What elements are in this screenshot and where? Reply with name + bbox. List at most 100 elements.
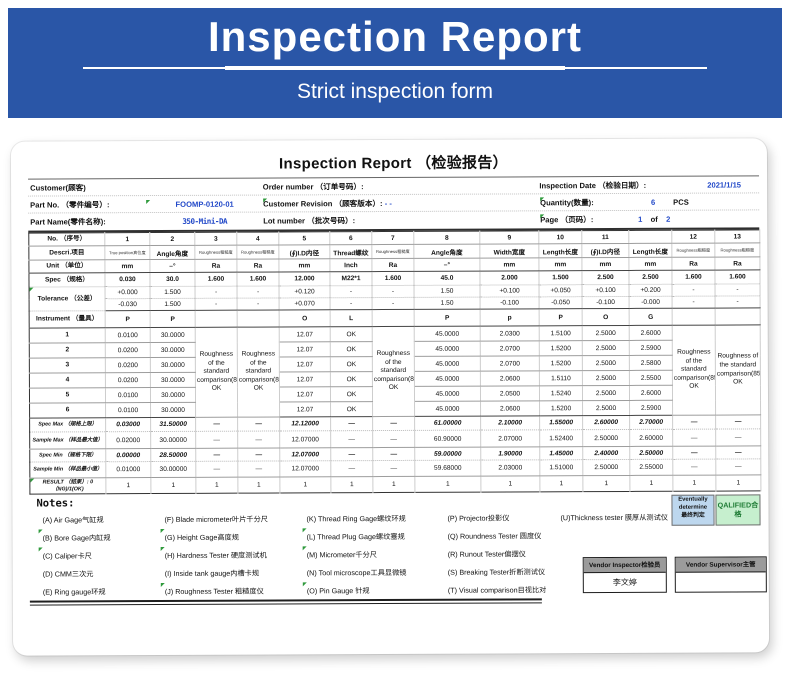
- sample-value-cell: 0.0200: [105, 342, 151, 358]
- row-label-sample-max: Sample Max （样品最大值）: [29, 431, 106, 450]
- tolerance-minus-cell: -: [330, 297, 373, 310]
- sample-value-cell: 30.0000: [150, 402, 196, 418]
- result-cell: 1: [195, 477, 238, 494]
- sample-value-cell: OK: [330, 326, 373, 342]
- col-number: 12: [671, 230, 715, 244]
- spec-max-cell: 1.55000: [539, 415, 583, 430]
- sample-min-cell: 2.03000: [480, 459, 540, 477]
- result-cell: 1: [414, 476, 481, 493]
- tolerance-plus-cell: +0.200: [629, 284, 673, 297]
- note-item: (M) Micrometer千分尺: [303, 546, 407, 564]
- spec-cell: 1.600: [671, 270, 716, 285]
- col-number: 6: [329, 231, 372, 245]
- sample-max-cell: —: [330, 430, 373, 448]
- sample-value-cell: 2.5900: [629, 400, 673, 416]
- quantity-label: Quantity(数量):: [540, 196, 633, 207]
- spec-min-cell: —: [672, 446, 716, 460]
- tolerance-plus-cell: +0.000: [105, 286, 151, 299]
- sample-value-cell: 12.07: [279, 386, 331, 402]
- unit-cell: Ra: [371, 258, 414, 272]
- sample-max-cell: 12.07000: [279, 430, 331, 448]
- sample-value-cell: 2.5800: [629, 355, 673, 371]
- inspection-date-value: 2021/1/15: [707, 179, 742, 190]
- col-number: 8: [413, 231, 480, 245]
- description-cell: Roughness粗糙度: [714, 242, 760, 258]
- sample-value-cell: 2.6000: [629, 325, 673, 341]
- description-cell: Angle角度: [413, 244, 480, 259]
- spec-min-cell: 2.50000: [629, 446, 673, 460]
- lot-number-label: Lot number （批次号码）:: [263, 216, 356, 226]
- sample-value-cell: 30.0000: [150, 387, 196, 403]
- tolerance-plus-cell: -: [237, 285, 280, 299]
- sample-value-cell: 45.0000: [414, 326, 481, 342]
- sample-value-cell: 12.07: [279, 371, 331, 387]
- sample-max-cell: —: [672, 429, 716, 447]
- sample-value-cell: 30.0000: [150, 372, 196, 388]
- instrument-cell: O: [279, 309, 331, 327]
- report-title: Inspection Report （检验报告）: [278, 154, 508, 173]
- note-item: (C) Caliper卡尺: [39, 547, 111, 565]
- spec-min-cell: —: [237, 447, 280, 462]
- col-number: [628, 230, 672, 244]
- vendor-signature-table: Vendor Inspector检验员 李文婷 Vendor Superviso…: [582, 556, 767, 594]
- result-cell: 1: [279, 476, 331, 493]
- spec-cell: 0.030: [104, 272, 151, 287]
- spec-min-cell: —: [715, 445, 761, 460]
- unit-cell: Ra: [714, 256, 760, 271]
- result-cell: 1: [480, 475, 540, 493]
- spec-max-cell: 0.03000: [105, 417, 151, 432]
- spec-min-cell: —: [330, 447, 373, 461]
- notes-heading: Notes:: [36, 497, 75, 510]
- tolerance-minus-cell: -: [195, 298, 238, 311]
- instrument-cell: [715, 307, 761, 326]
- customer-revision-label: Customer Revision （顾客版本）: - -: [263, 197, 540, 209]
- spec-cell: 1.600: [236, 271, 280, 287]
- col-number: 1: [104, 232, 150, 246]
- spec-max-cell: —: [330, 416, 373, 431]
- unit-cell: mm: [278, 258, 330, 272]
- col-number: 9: [479, 230, 539, 245]
- sample-min-cell: —: [237, 460, 280, 478]
- instrument-cell: [237, 309, 280, 328]
- row-label-unit: Unit （单位）: [28, 259, 105, 274]
- spec-max-cell: 2.60000: [582, 415, 630, 430]
- spec-cell: 2.500: [581, 270, 630, 285]
- description-cell: Roughness粗糙度: [371, 244, 414, 259]
- unit-cell: mm: [104, 259, 150, 273]
- tolerance-plus-cell: +0.100: [582, 284, 630, 297]
- description-cell: True position真位度: [104, 245, 150, 260]
- row-label-result: RESULT （结果）: 0 （NG)/1(OK): [29, 477, 106, 495]
- note-item: (Q) Roundness Tester 圆度仪: [447, 531, 542, 541]
- note-item: (H) Hardness Tester 硬度测试机: [161, 547, 269, 565]
- sample-min-cell: 1.51000: [539, 459, 583, 476]
- info-header: Customer(顾客) Order number （订单号码）: Inspec…: [28, 175, 760, 233]
- sample-min-cell: 12.07000: [279, 460, 331, 477]
- sample-value-cell: 1.5200: [539, 340, 583, 356]
- sample-value-cell: 0.0100: [105, 402, 151, 418]
- sample-value-cell: OK: [330, 356, 373, 372]
- tolerance-minus-cell: -0.100: [480, 296, 540, 310]
- note-item: (P) Projector投影仪: [447, 513, 510, 523]
- sample-max-cell: —: [237, 430, 280, 449]
- sample-max-cell: 2.50000: [582, 429, 630, 447]
- notes-section: Notes: Eventually determine 最终判定 QALIFIE…: [29, 493, 767, 632]
- spec-min-cell: 12.07000: [279, 447, 331, 461]
- spec-max-cell: 2.10000: [480, 415, 540, 431]
- note-item: (J) Roughness Tester 粗糙度仪: [161, 583, 269, 601]
- tolerance-minus-cell: +0.070: [279, 297, 331, 310]
- sample-value-cell: 1.5110: [539, 370, 583, 386]
- sample-max-cell: 30.00000: [150, 431, 196, 449]
- description-cell: Thread螺纹: [329, 244, 372, 259]
- spec-cell: 2.000: [479, 270, 540, 286]
- spec-max-cell: 31.50000: [150, 417, 196, 432]
- note-item: (E) Ring gauge环规: [42, 587, 106, 597]
- sample-max-cell: 60.90000: [414, 430, 481, 448]
- part-no-label: Part No. （零件编号）:: [30, 199, 110, 210]
- part-no-value: FOOMP-0120-01: [146, 199, 263, 209]
- spec-cell: 2.500: [628, 270, 673, 285]
- sample-value-cell: 1.5200: [539, 400, 583, 416]
- sample-value-cell: 45.0000: [414, 401, 481, 417]
- spec-min-cell: 1.90000: [480, 446, 540, 461]
- divider-thick-line: [225, 65, 565, 71]
- roughness-note-cell: Roughness of the standard comparison(85)…: [237, 326, 280, 418]
